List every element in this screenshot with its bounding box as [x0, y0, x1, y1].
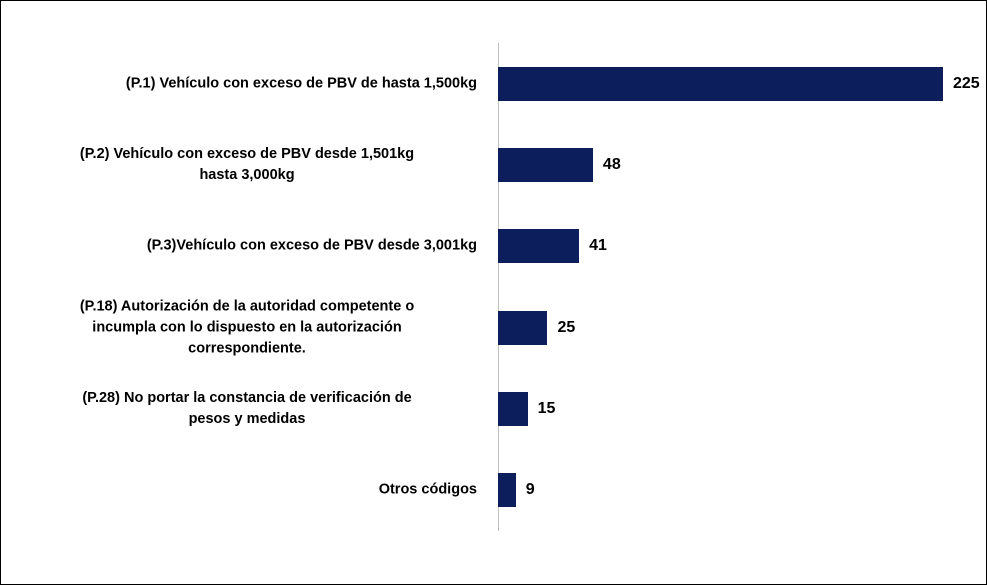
category-axis [498, 43, 499, 531]
category-label: (P.1) Vehículo con exceso de PBV de hast… [125, 75, 477, 92]
bar [498, 66, 943, 101]
category-label: (P.18) Autorización de la autoridad comp… [79, 298, 415, 357]
value-label: 48 [602, 156, 621, 173]
bar [498, 310, 548, 345]
category-label: (P.2) Vehículo con exceso de PBV desde 1… [79, 146, 415, 183]
category-label: Otros códigos [378, 481, 477, 498]
value-label: 41 [589, 237, 607, 255]
bar [498, 392, 528, 426]
bar [498, 473, 516, 508]
value-label: 15 [537, 400, 556, 417]
value-label: 225 [953, 74, 980, 92]
value-label: 9 [525, 481, 535, 499]
category-label: (P.3)Vehículo con exceso de PBV desde 3,… [146, 237, 477, 254]
category-label: (P.28) No portar la constancia de verifi… [82, 390, 412, 427]
bar [498, 148, 593, 182]
value-label: 25 [557, 318, 576, 336]
bar [498, 229, 580, 264]
